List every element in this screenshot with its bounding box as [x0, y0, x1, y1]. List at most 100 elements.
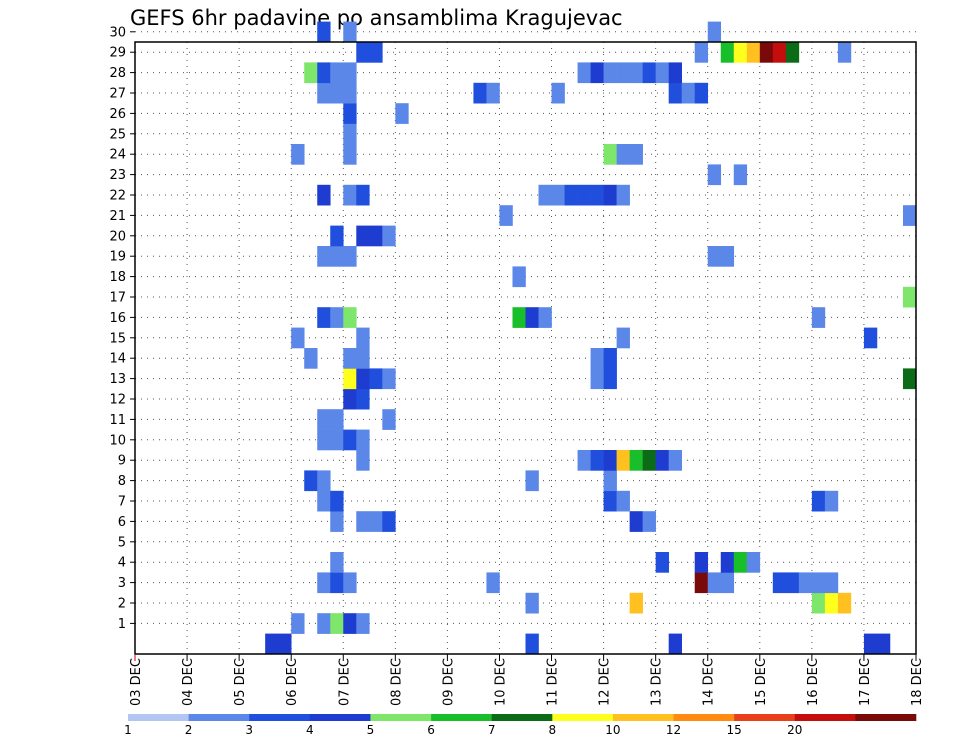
heatmap-cell: [317, 429, 331, 451]
legend-label: 6: [427, 723, 435, 737]
heatmap-cell: [330, 307, 344, 328]
y-tick-label: 11: [109, 413, 126, 428]
x-tick-label: 05 DEC: [233, 658, 248, 706]
heatmap-cell: [616, 144, 630, 165]
heatmap-cell: [343, 368, 357, 390]
heatmap-cell: [356, 511, 370, 532]
legend-label: 20: [787, 723, 802, 737]
heatmap-cell: [343, 246, 357, 267]
heatmap-cell: [694, 42, 709, 63]
legend-label: 5: [367, 723, 375, 737]
legend-label: 4: [306, 723, 314, 737]
heatmap-cell: [668, 633, 682, 655]
heatmap-cell: [603, 490, 617, 512]
heatmap-cell: [590, 184, 604, 206]
y-tick-label: 4: [118, 556, 126, 571]
y-tick-label: 9: [118, 454, 126, 469]
heatmap-cell: [876, 633, 891, 655]
heatmap-cell: [694, 82, 709, 104]
heatmap-cell: [902, 205, 917, 226]
heatmap-cell: [330, 409, 344, 430]
heatmap-cell: [746, 42, 761, 63]
legend-swatch: [491, 714, 553, 721]
heatmap-cell: [616, 184, 630, 206]
heatmap-cell: [356, 613, 370, 634]
heatmap-cell: [811, 572, 826, 594]
heatmap-cell: [343, 82, 357, 104]
legend-label: 2: [185, 723, 193, 737]
x-tick-label: 13 DEC: [650, 658, 665, 706]
heatmap-cell: [616, 327, 630, 349]
heatmap-cell: [616, 62, 630, 84]
x-tick-label: 10 DEC: [493, 658, 508, 706]
x-tick-label: 08 DEC: [389, 658, 404, 706]
heatmap-cell: [317, 307, 331, 328]
y-tick-label: 3: [118, 576, 126, 591]
heatmap-cell: [681, 82, 696, 104]
heatmap-cell: [798, 572, 813, 594]
x-tick-label: 16 DEC: [806, 658, 821, 706]
heatmap-cell: [369, 368, 383, 390]
y-tick-label: 19: [109, 250, 126, 265]
heatmap-cell: [577, 62, 591, 84]
x-tick-label: 07 DEC: [337, 658, 352, 706]
heatmap-cell: [382, 368, 396, 390]
heatmap-cell: [317, 409, 331, 430]
heatmap-cell: [863, 327, 878, 349]
heatmap-cell: [369, 42, 383, 63]
heatmap-cell: [629, 62, 643, 84]
legend-swatch: [612, 714, 674, 721]
chart-title: GEFS 6hr padavine po ansamblima Kragujev…: [130, 6, 623, 30]
heatmap-cell: [616, 450, 630, 471]
heatmap-cell: [902, 286, 917, 308]
y-tick-label: 24: [109, 148, 126, 163]
heatmap-cell: [811, 307, 826, 328]
y-tick-label: 17: [109, 291, 126, 306]
x-tick-label: 17 DEC: [858, 658, 873, 706]
plot-frame: [134, 41, 917, 655]
heatmap-cell: [356, 42, 370, 63]
heatmap-cell: [330, 82, 344, 104]
heatmap-cell: [642, 511, 656, 532]
y-tick-label: 7: [118, 495, 126, 510]
legend-swatch: [734, 714, 796, 721]
x-tick-label: 09 DEC: [441, 658, 456, 706]
heatmap-cell: [603, 450, 617, 471]
heatmap-cell: [525, 633, 539, 655]
x-tick-label: 18 DEC: [910, 658, 925, 706]
heatmap-cell: [720, 42, 735, 63]
heatmap-cell: [707, 246, 722, 267]
heatmap-cell: [772, 572, 787, 594]
heatmap-cell: [304, 348, 318, 369]
heatmap-cell: [525, 307, 539, 328]
legend-swatch: [370, 714, 432, 721]
heatmap-cell: [694, 572, 709, 594]
y-tick-label: 20: [109, 229, 126, 244]
x-tick-label: 15 DEC: [754, 658, 769, 706]
heatmap-cell: [629, 592, 643, 614]
heatmap-cell: [369, 225, 383, 247]
heatmap-cell: [824, 592, 839, 614]
color-legend: 1 2 3 4 5 6 7 8 10 12 15 20: [124, 714, 917, 737]
heatmap-cell: [629, 144, 643, 165]
heatmap-cell: [538, 184, 552, 206]
y-tick-label: 26: [109, 107, 126, 122]
y-axis-ticks: 1234567891011121314151617181920212223242…: [109, 25, 135, 632]
heatmap-cell: [330, 552, 344, 573]
heatmap-cell: [590, 62, 604, 84]
legend-swatch: [794, 714, 856, 721]
heatmap-cell: [590, 368, 604, 390]
legend-label: 8: [548, 723, 556, 737]
legend-label: 1: [124, 723, 132, 737]
heatmap-cell: [382, 225, 396, 247]
heatmap-cell: [902, 368, 917, 390]
y-tick-label: 15: [109, 331, 126, 346]
heatmap-cell: [525, 470, 539, 492]
legend-label: 7: [488, 723, 496, 737]
heatmap-cell: [512, 266, 526, 288]
heatmap-cell: [629, 450, 643, 471]
heatmap-cell: [343, 348, 357, 369]
legend-label: 12: [666, 723, 681, 737]
heatmap-cell: [356, 388, 370, 410]
heatmap-cell: [304, 62, 318, 84]
